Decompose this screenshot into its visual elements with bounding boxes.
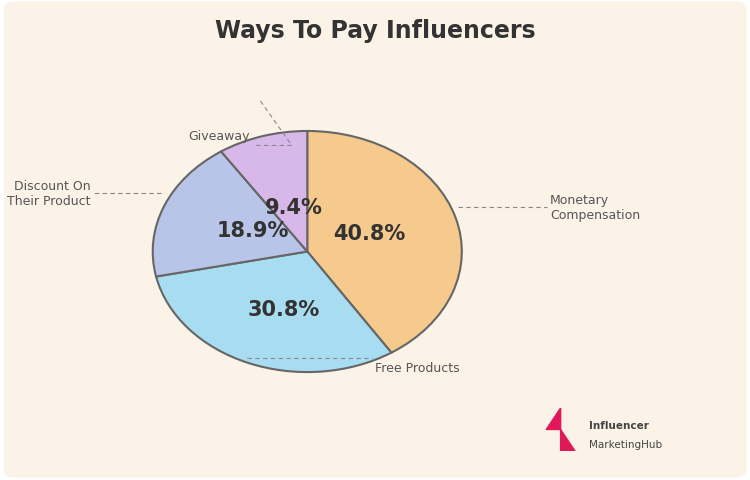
Text: MarketingHub: MarketingHub [589,439,662,449]
Wedge shape [308,132,462,353]
Text: 18.9%: 18.9% [217,220,289,240]
Text: Monetary
Compensation: Monetary Compensation [550,193,640,221]
Text: Giveaway: Giveaway [188,130,250,143]
Wedge shape [221,132,308,252]
Text: Ways To Pay Influencers: Ways To Pay Influencers [214,19,536,43]
Text: Free Products: Free Products [375,361,460,374]
Text: 30.8%: 30.8% [248,299,320,319]
Text: 9.4%: 9.4% [265,198,322,218]
Wedge shape [156,252,392,372]
Text: Influencer: Influencer [589,420,649,430]
Polygon shape [546,408,575,451]
Text: Discount On
Their Product: Discount On Their Product [8,180,91,208]
Text: 40.8%: 40.8% [333,224,406,243]
Wedge shape [153,152,308,277]
